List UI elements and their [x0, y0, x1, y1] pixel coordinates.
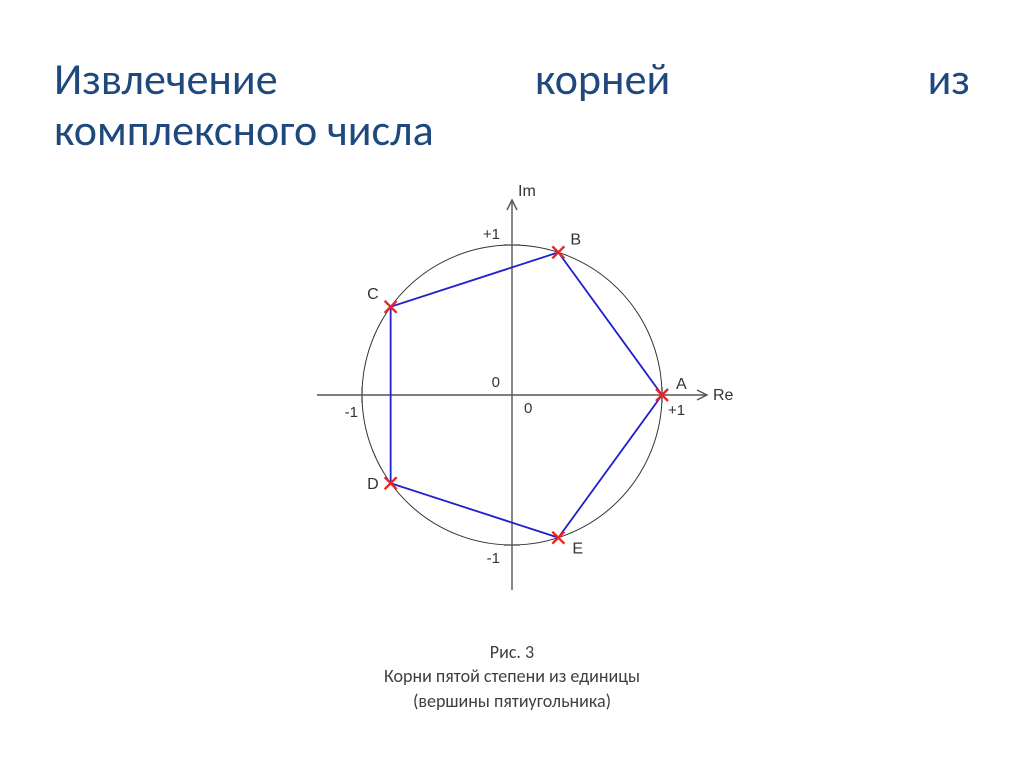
- root-marker-B: [552, 246, 564, 258]
- title-word: из: [928, 52, 970, 106]
- tick-y-plus1-label: +1: [483, 226, 500, 243]
- root-marker-E: [552, 532, 564, 544]
- origin-label-bottom: 0: [524, 400, 532, 417]
- figure-caption: Рис. 3 Корни пятой степени из единицы (в…: [0, 640, 1024, 713]
- diagram-container: Im Re 0 0 +1 -1 +1 -1 A B C D E: [300, 170, 780, 645]
- root-label-A: A: [676, 376, 687, 393]
- title-line2: комплексного числа: [54, 105, 970, 156]
- caption-line3: (вершины пятиугольника): [413, 690, 611, 712]
- title-word: корней: [535, 52, 928, 106]
- root-label-C: C: [367, 286, 379, 303]
- caption-line2: Корни пятой степени из единицы: [384, 665, 640, 687]
- tick-y-minus1-label: -1: [487, 550, 500, 567]
- title-word: Извлечение: [54, 52, 535, 106]
- tick-x-minus1-label: -1: [345, 404, 358, 421]
- argand-diagram: Im Re 0 0 +1 -1 +1 -1 A B C D E: [300, 170, 780, 640]
- root-label-D: D: [367, 476, 379, 493]
- caption-line1: Рис. 3: [490, 641, 534, 663]
- im-axis-label: Im: [518, 183, 536, 200]
- re-axis-label: Re: [713, 387, 734, 404]
- tick-x-plus1-label: +1: [668, 402, 685, 419]
- root-label-B: B: [570, 231, 581, 248]
- origin-label-top: 0: [492, 374, 500, 391]
- slide-title: Извлечение корней из комплексного числа: [54, 54, 970, 155]
- root-label-E: E: [572, 541, 583, 558]
